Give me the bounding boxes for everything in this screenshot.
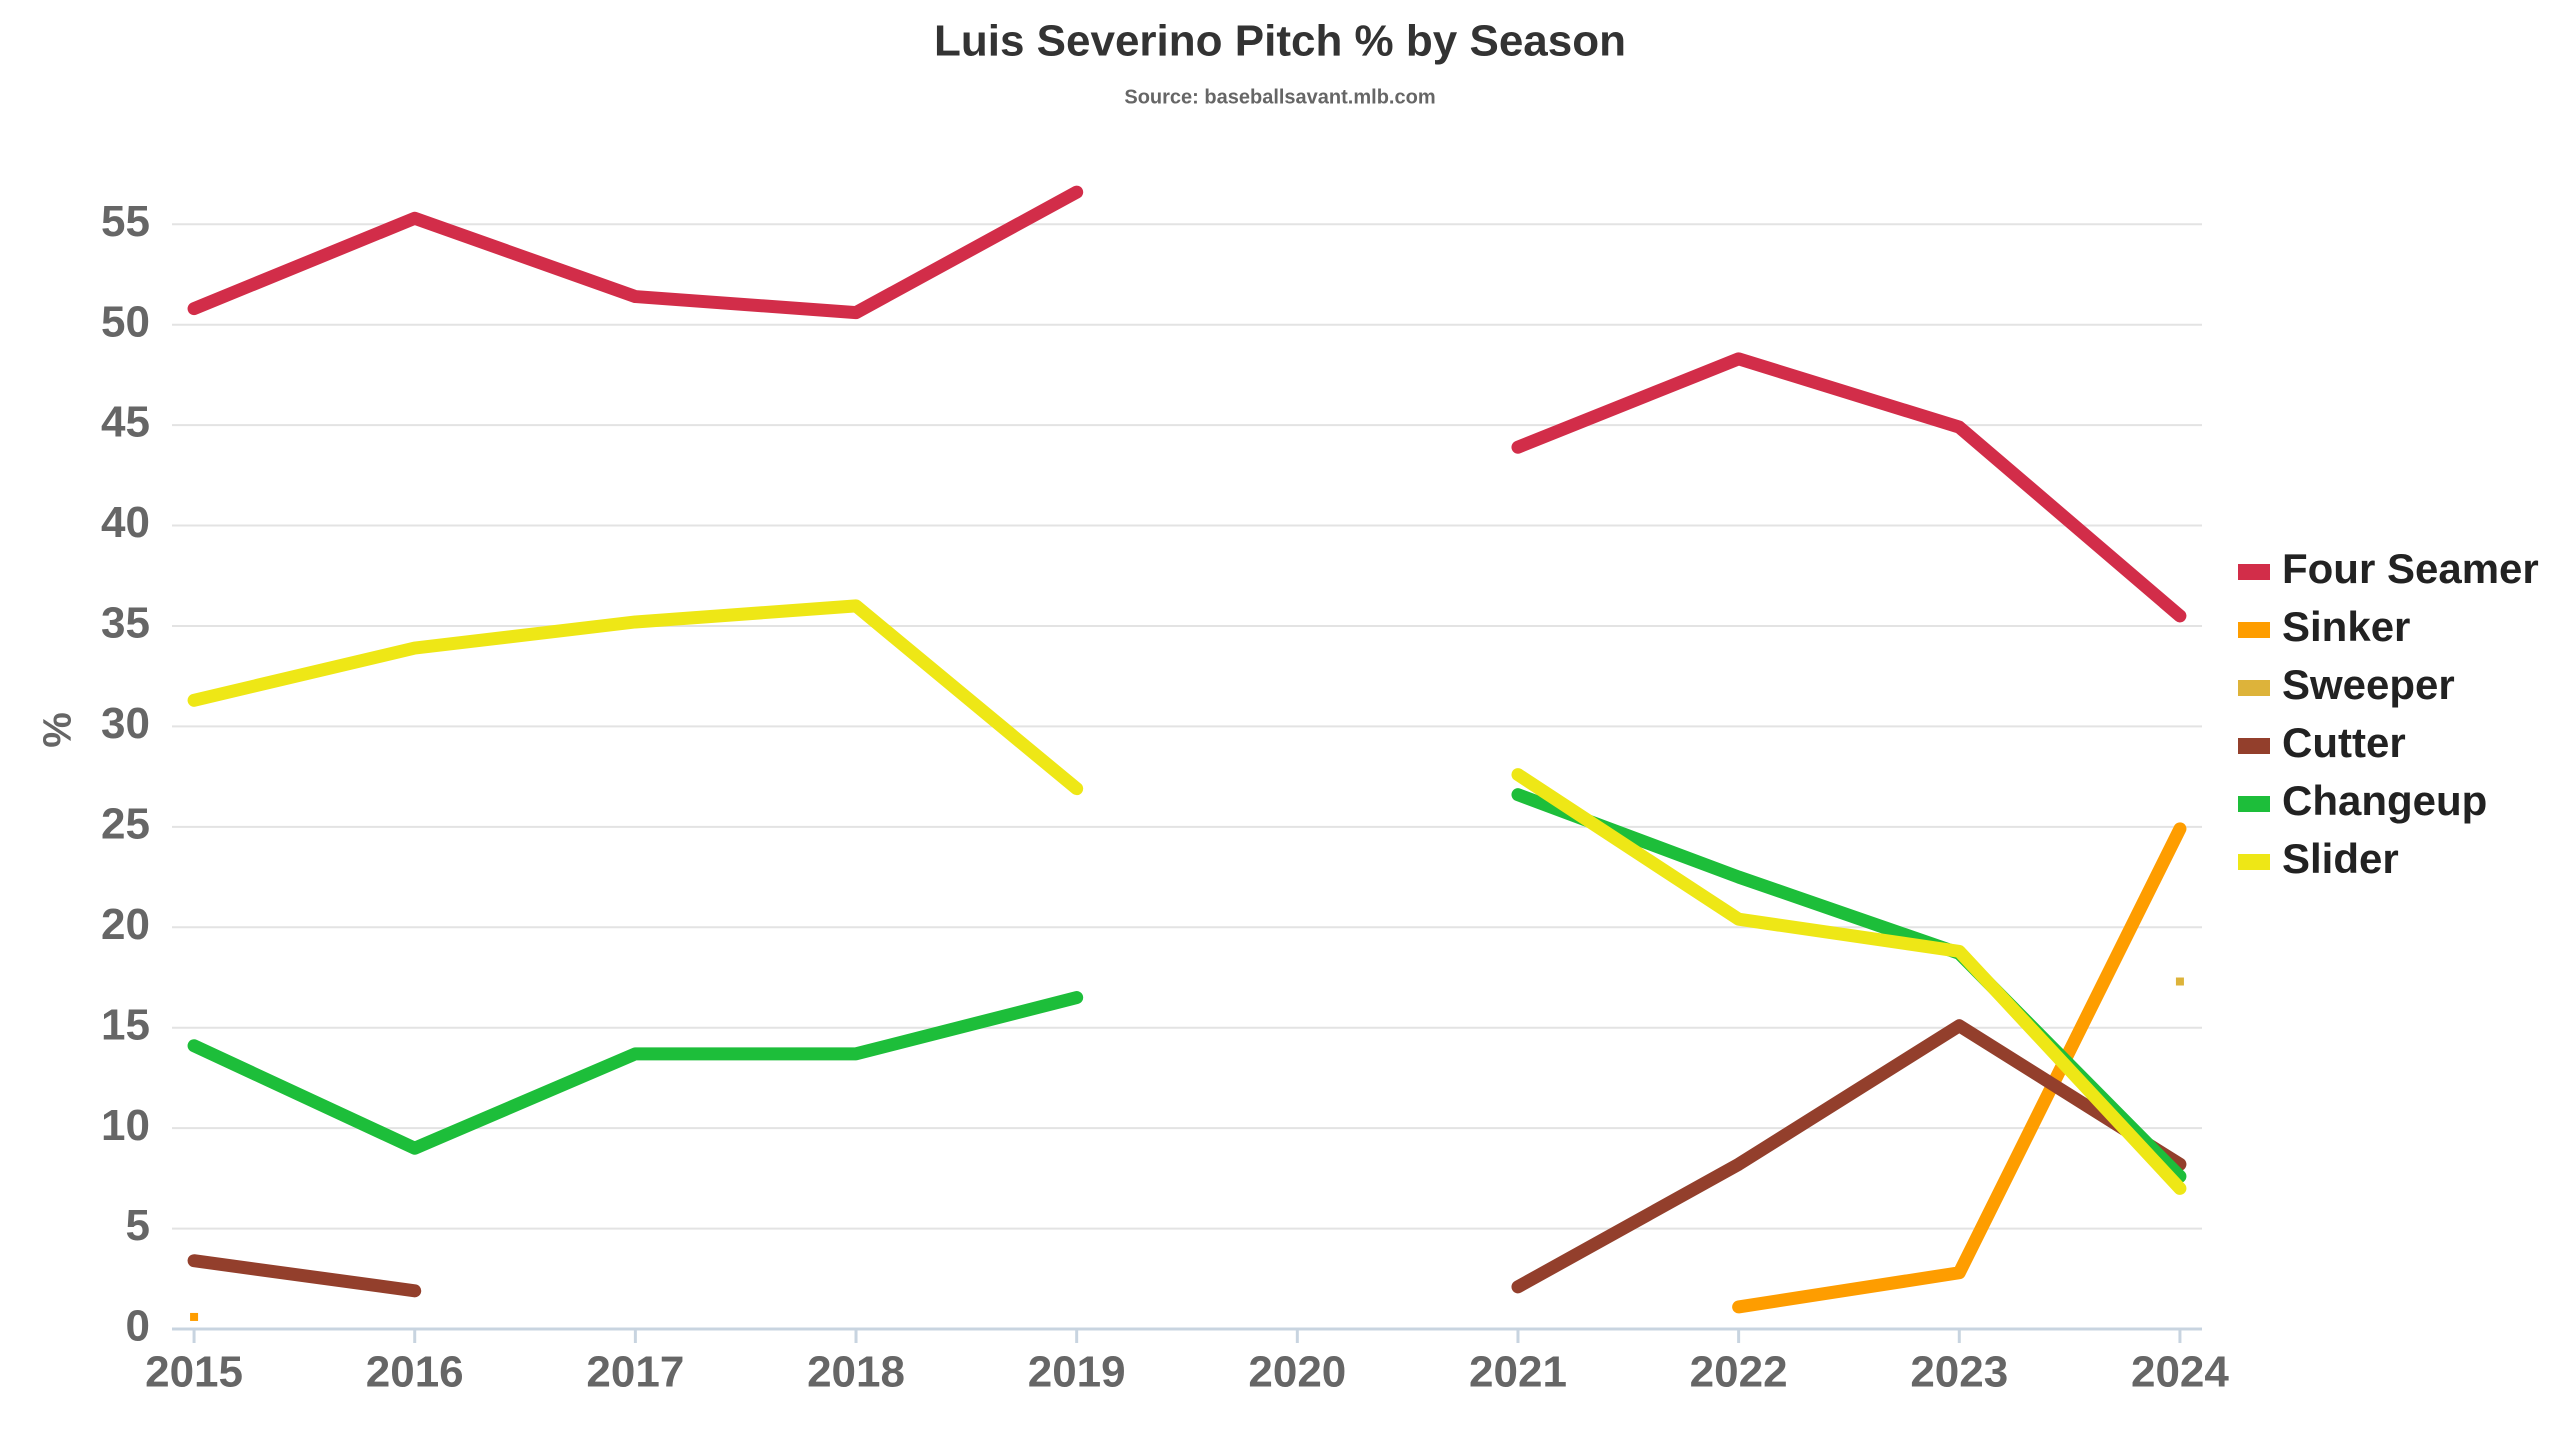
y-tick-label: 15: [101, 1000, 150, 1049]
x-tick-label: 2019: [1028, 1348, 1126, 1397]
legend-swatch: [2238, 680, 2270, 696]
legend-swatch: [2238, 854, 2270, 870]
y-tick-label: 40: [101, 498, 150, 547]
series-line: [1511, 352, 2187, 623]
x-tick-label: 2024: [2131, 1348, 2229, 1397]
legend-swatch: [2238, 796, 2270, 812]
legend-label: Four Seamer: [2282, 545, 2539, 592]
y-tick-label: 20: [101, 900, 150, 949]
legend-label: Slider: [2282, 835, 2399, 882]
series-line: [1732, 822, 2187, 1314]
series-line: [1511, 788, 2187, 1183]
x-tick-label: 2017: [586, 1348, 684, 1397]
series-line: [187, 599, 1084, 796]
y-axis-label: %: [36, 712, 80, 748]
y-tick-label: 55: [101, 197, 150, 246]
x-tick-label: 2015: [145, 1348, 243, 1397]
y-tick-label: 0: [126, 1302, 150, 1351]
legend-swatch: [2238, 564, 2270, 580]
series-line: [187, 185, 1084, 320]
legend-label: Sinker: [2282, 603, 2410, 650]
chart-title: Luis Severino Pitch % by Season: [934, 17, 1626, 66]
point: [190, 1312, 199, 1321]
legend-label: Sweeper: [2282, 661, 2455, 708]
x-tick-label: 2022: [1690, 1348, 1788, 1397]
y-tick-label: 35: [101, 599, 150, 648]
y-tick-label: 10: [101, 1101, 150, 1150]
y-tick-label: 30: [101, 699, 150, 748]
y-tick-label: 45: [101, 398, 150, 447]
series-line: [1511, 1019, 2187, 1294]
y-tick-label: 25: [101, 799, 150, 848]
legend-label: Cutter: [2282, 719, 2406, 766]
x-tick-label: 2016: [366, 1348, 464, 1397]
series-line: [1511, 768, 2187, 1195]
x-tick-label: 2023: [1910, 1348, 2008, 1397]
series-line: [187, 1254, 422, 1298]
legend-swatch: [2238, 622, 2270, 638]
legend-swatch: [2238, 738, 2270, 754]
y-tick-label: 50: [101, 297, 150, 346]
legend-label: Changeup: [2282, 777, 2487, 824]
series-line: [187, 991, 1084, 1155]
x-tick-label: 2020: [1248, 1348, 1346, 1397]
chart-subtitle: Source: baseballsavant.mlb.com: [1124, 86, 1435, 108]
y-tick-label: 5: [126, 1201, 150, 1250]
x-tick-label: 2021: [1469, 1348, 1567, 1397]
x-tick-label: 2018: [807, 1348, 905, 1397]
point: [2175, 977, 2184, 986]
